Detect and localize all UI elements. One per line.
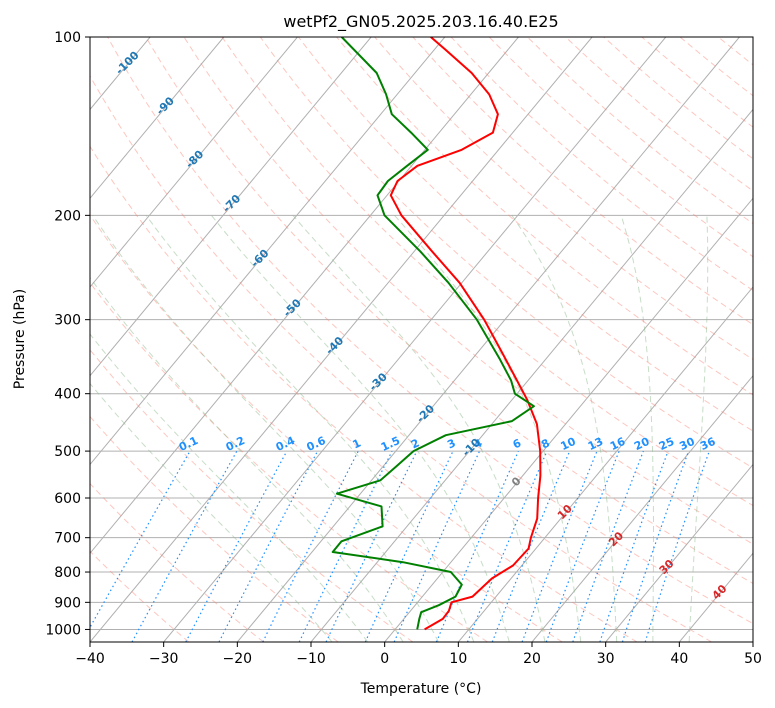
x-tick-label: 20 [523,651,541,667]
moist-adiabat [394,214,582,642]
moist-adiabat [211,214,510,642]
moist-adiabat [90,382,333,642]
chart-title: wetPf2_GN05.2025.203.16.40.E25 [283,12,558,32]
moist-adiabat [511,215,618,642]
y-tick-label: 600 [54,491,81,507]
x-tick-label: −30 [149,651,179,667]
isotherm-line [90,37,298,288]
mixing-ratio-label: 10 [559,435,579,453]
mixing-ratio-line [644,450,710,642]
plot-frame [89,36,754,643]
isotherm-line [384,197,753,642]
y-tick-label: 700 [54,531,81,547]
moist-adiabat [688,215,709,642]
mixing-ratio-label: 30 [677,435,697,453]
moist-adiabat [292,214,546,642]
reference-lines-layer [90,37,753,642]
moist-adiabat [92,215,439,642]
dry-adiabat [90,145,638,642]
moist-adiabat [90,333,369,642]
y-tick-label: 1000 [45,622,81,638]
y-axis-label: Pressure (hPa) [12,289,28,389]
y-tick-label: 500 [54,444,81,460]
mixing-ratio-line [545,450,620,642]
dry-adiabat [374,37,753,361]
isotherm-line [90,37,519,555]
y-tick-label: 100 [54,30,81,46]
dry-adiabat [90,74,712,642]
x-tick-label: 0 [380,651,389,667]
x-tick-label: −10 [296,651,326,667]
moist-adiabat [145,215,475,642]
y-tick-label: 400 [54,387,81,403]
dewpoint-profile [331,37,535,630]
series-layer [331,37,542,631]
dry-adiabat [90,281,488,642]
mixing-ratio-line [621,450,690,642]
mixing-ratio-label: 20 [632,435,652,453]
x-tick-label: 40 [670,651,688,667]
temperature-profile [389,37,542,631]
mixing-ratio-label: 13 [586,435,605,453]
mixing-ratio-label: 36 [698,435,718,453]
x-tick-label: 50 [744,651,762,667]
x-tick-label: −20 [223,651,253,667]
dry-adiabat [90,348,414,642]
y-tick-label: 900 [54,595,81,611]
isotherm-line [163,37,667,642]
isotherm-line [531,374,753,642]
x-axis-label: Temperature (°C) [360,681,482,697]
isotherm-line [605,463,753,642]
isotherm-line [90,37,593,642]
isotherm-line [90,37,372,377]
y-tick-label: 300 [54,313,81,329]
y-tick-label: 200 [54,208,81,224]
x-tick-label: −40 [75,651,105,667]
isotherm-line [457,286,753,642]
x-tick-label: 10 [449,651,467,667]
moist-adiabat [620,215,654,642]
isotherm-line [310,108,753,642]
dry-adiabat [90,550,190,642]
mixing-ratio-line [521,450,598,642]
moist-adiabat [90,276,404,642]
mixing-ratio-line [185,450,288,642]
mixing-ratio-line [364,450,454,642]
dry-adiabat [90,482,264,642]
x-tick-label: 30 [597,651,615,667]
dry-adiabat [336,37,753,396]
mixing-ratio-line [325,450,418,642]
mixing-ratio-label: 16 [608,435,628,453]
mixing-ratio-line [298,450,393,642]
dry-adiabat [412,37,753,326]
y-tick-label: 800 [54,565,81,581]
mixing-ratio-label: 25 [657,435,676,453]
isotherm-line [90,37,225,200]
x-axis: −40 −30 −20 −10 0 10 20 30 40 50 [75,642,762,667]
y-axis: 100 200 300 400 500 600 700 800 900 1000 [45,30,90,638]
isotherm-line [90,37,446,466]
